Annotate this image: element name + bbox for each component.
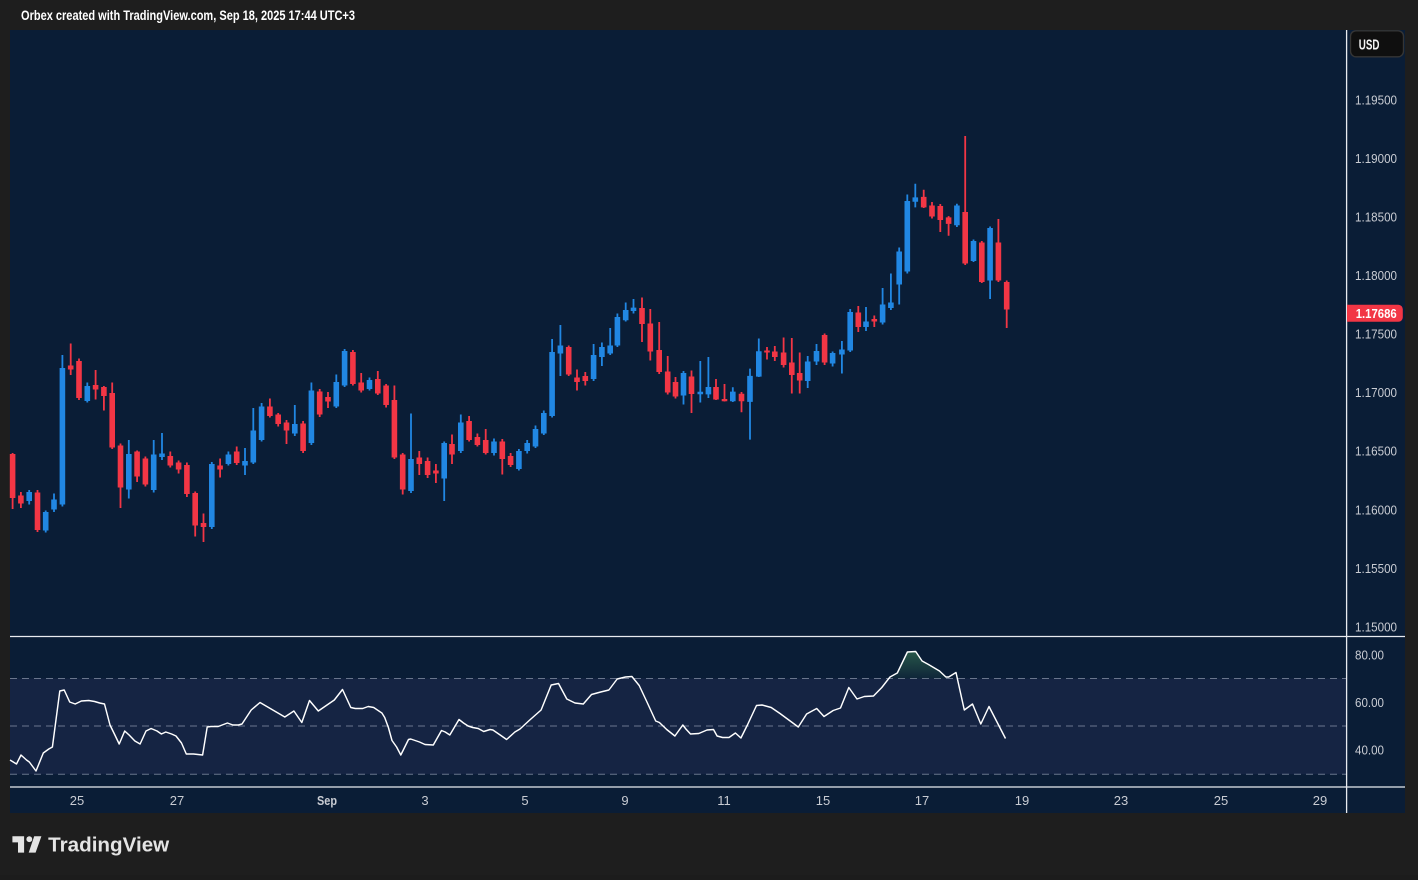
svg-text:1.15500: 1.15500 [1355, 562, 1397, 576]
svg-text:23: 23 [1114, 793, 1128, 808]
svg-text:80.00: 80.00 [1355, 649, 1384, 663]
svg-text:19: 19 [1015, 793, 1029, 808]
svg-text:3: 3 [421, 793, 428, 808]
svg-text:1.16000: 1.16000 [1355, 504, 1397, 518]
svg-text:40.00: 40.00 [1355, 744, 1384, 758]
svg-text:25: 25 [1214, 793, 1228, 808]
svg-text:17: 17 [915, 793, 929, 808]
svg-text:15: 15 [816, 793, 830, 808]
svg-text:1.19500: 1.19500 [1355, 94, 1397, 108]
svg-text:60.00: 60.00 [1355, 696, 1384, 710]
svg-text:1.17686: 1.17686 [1356, 307, 1397, 321]
svg-text:5: 5 [521, 793, 528, 808]
svg-text:TradingView: TradingView [48, 834, 169, 856]
svg-text:27: 27 [170, 793, 184, 808]
svg-text:1.18000: 1.18000 [1355, 269, 1397, 283]
svg-text:1.17000: 1.17000 [1355, 386, 1397, 400]
svg-text:25: 25 [70, 793, 84, 808]
svg-text:1.17500: 1.17500 [1355, 328, 1397, 342]
svg-text:9: 9 [621, 793, 628, 808]
svg-text:Orbex created with TradingView: Orbex created with TradingView.com, Sep … [21, 8, 355, 23]
svg-text:1.16500: 1.16500 [1355, 445, 1397, 459]
svg-text:11: 11 [717, 793, 731, 808]
svg-text:Sep: Sep [317, 793, 337, 808]
svg-text:USD: USD [1359, 36, 1380, 53]
svg-text:29: 29 [1313, 793, 1327, 808]
svg-text:1.19000: 1.19000 [1355, 152, 1397, 166]
svg-text:1.15000: 1.15000 [1355, 621, 1397, 635]
svg-text:1.18500: 1.18500 [1355, 211, 1397, 225]
